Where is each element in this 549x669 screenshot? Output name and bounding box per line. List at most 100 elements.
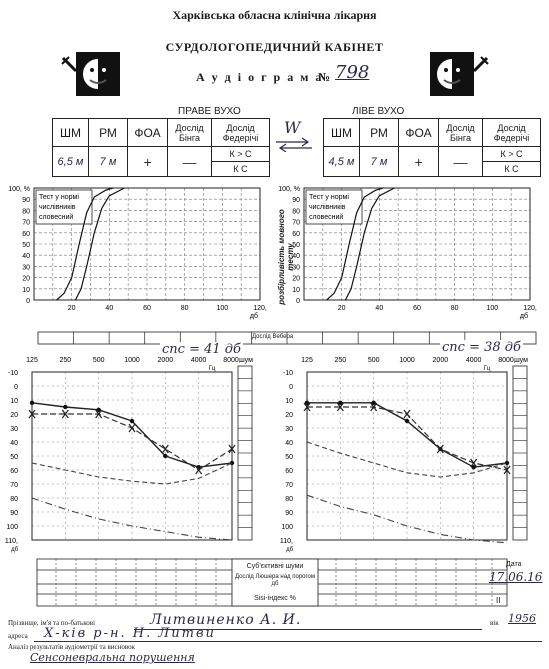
col-rm: РМ (359, 118, 398, 146)
speech-normal-curve (74, 187, 125, 301)
bone-conduction-point (28, 409, 36, 419)
tone-freq-label: 250 (59, 357, 71, 364)
speech-ytick: 30 (292, 264, 300, 271)
speech-xtick: 120, (523, 305, 537, 312)
speech-xtick: 120, (253, 305, 267, 312)
age-label: вік (490, 619, 499, 627)
tone-freq-label: 2000 (158, 357, 174, 364)
val-federici-1: К > С (211, 146, 269, 161)
address-value: Х-ків р-н. Н. Литви (44, 626, 216, 641)
tone-audiogram-right: 125 250 500 1000 2000 4000 8000,шум Гц -10 0 10 20 3… (5, 357, 253, 553)
tone-freq-label: 500 (368, 357, 380, 364)
tone-series-line (31, 462, 233, 485)
val-rm: 7 м (88, 146, 127, 176)
analysis-label: Аналіз результатів аудіометрії та виснов… (8, 643, 136, 651)
bone-conduction-point (336, 402, 344, 412)
bottom-label-column (231, 558, 319, 607)
speech-xunit: дб (520, 312, 528, 320)
speech-frame (303, 187, 531, 301)
tone-freq-label: 4000 (191, 357, 207, 364)
speech-xtick: 60 (413, 305, 421, 312)
speech-legend-item: Тест у нормі (309, 193, 349, 201)
tone-freq-unit: Гц (209, 366, 216, 372)
speech-legend-box (35, 189, 93, 225)
val-foa: + (398, 146, 438, 176)
bone-conduction-point (95, 409, 103, 419)
air-conduction-point (471, 465, 476, 470)
speech-xunit: дб (250, 312, 258, 320)
tone-freq-label: 1000 (124, 357, 140, 364)
speech-xtick: 40 (375, 305, 383, 312)
tone-freq-label: шум (514, 357, 528, 364)
speech-ytick: 0 (296, 298, 300, 305)
tone-freq-label: 4000 (466, 357, 482, 364)
val-shm: 4,5 м (323, 146, 359, 176)
tone-freq-label: 500 (93, 357, 105, 364)
right-spc-note: спс = 41 дб (160, 342, 243, 357)
speech-ytick: 10 (292, 287, 300, 294)
left-ear-title: ЛІВЕ ВУХО (352, 106, 405, 117)
tone-freq-label: 250 (334, 357, 346, 364)
name-line (134, 629, 482, 630)
tone-db-label: 70 (10, 482, 18, 489)
speech-ytick: 50 (292, 242, 300, 249)
speech-xtick: 100 (486, 305, 498, 312)
speech-xtick: 80 (451, 305, 459, 312)
right-ear-table: ШМ РМ ФОА Дослід Бінга Дослід Федерічі 6… (52, 118, 270, 177)
tone-freq-label: 125 (26, 357, 38, 364)
left-ear-table: ШМ РМ ФОА Дослід Бінга Дослід Федерічі 4… (323, 118, 541, 177)
weber-label: Дослід Вебера (252, 334, 294, 340)
val-binga: — (167, 146, 211, 176)
speech-legend-item: Тест у нормі (39, 193, 79, 201)
row-sisi: Sisi-індекс % (254, 595, 296, 602)
tone-db-label: 10 (10, 398, 18, 405)
speech-xtick: 60 (143, 305, 151, 312)
bone-conduction-point (128, 423, 136, 433)
air-conduction-point (371, 400, 376, 405)
bone-conduction-point (161, 444, 169, 454)
tone-freq-label: 125 (301, 357, 313, 364)
speech-ytick: 70 (22, 220, 30, 227)
tone-db-label: 70 (285, 482, 293, 489)
col-foa: ФОА (127, 118, 167, 146)
tone-db-label: 30 (10, 426, 18, 433)
speech-legend-item: числівників (39, 203, 76, 211)
number-sign: № (318, 70, 331, 84)
tone-db-unit: дб (11, 547, 19, 553)
bone-conduction-point (61, 409, 69, 419)
tone-db-label: 0 (289, 384, 293, 391)
speech-xtick: 20 (338, 305, 346, 312)
name-label: Прізвище, ім'я та по-батькові (8, 619, 96, 627)
col-rm: РМ (88, 118, 127, 146)
bone-conduction-point (195, 465, 203, 475)
tone-series-line (31, 497, 233, 541)
date-value: 17.06.16 (489, 570, 543, 584)
speech-legend-item: числівників (309, 203, 346, 211)
speech-ytick: 90 (292, 197, 300, 204)
bottom-table-grid (36, 558, 508, 607)
air-conduction-point (304, 400, 310, 405)
val-federici-2: К С (211, 161, 269, 176)
speech-ytick: 40 (22, 253, 30, 260)
val-rm: 7 м (359, 146, 398, 176)
speech-normal-curve (56, 187, 114, 301)
bone-conduction-point (228, 444, 236, 454)
row-lusher: Дослід Люшера над порогом дб (235, 574, 315, 587)
val-shm: 6,5 м (52, 146, 88, 176)
air-conduction-point (404, 418, 410, 424)
speech-ytick: 30 (22, 264, 30, 271)
speech-legend-item: словесний (309, 213, 343, 221)
tone-db-label: 80 (285, 496, 293, 503)
right-logo-icon (430, 52, 489, 96)
tone-db-label: 80 (10, 496, 18, 503)
speech-ytick: 10 (22, 287, 30, 294)
bone-conduction-point (436, 444, 444, 454)
tone-freq-label: 8000, (223, 357, 241, 364)
tone-db-label: 20 (285, 412, 293, 419)
address-line (34, 641, 542, 642)
tone-db-label: -10 (8, 370, 18, 377)
age-value: 1956 (508, 612, 536, 625)
speech-frame (33, 187, 261, 301)
speech-ytick: 0 (26, 298, 30, 305)
tone-db-unit: дб (286, 547, 294, 553)
